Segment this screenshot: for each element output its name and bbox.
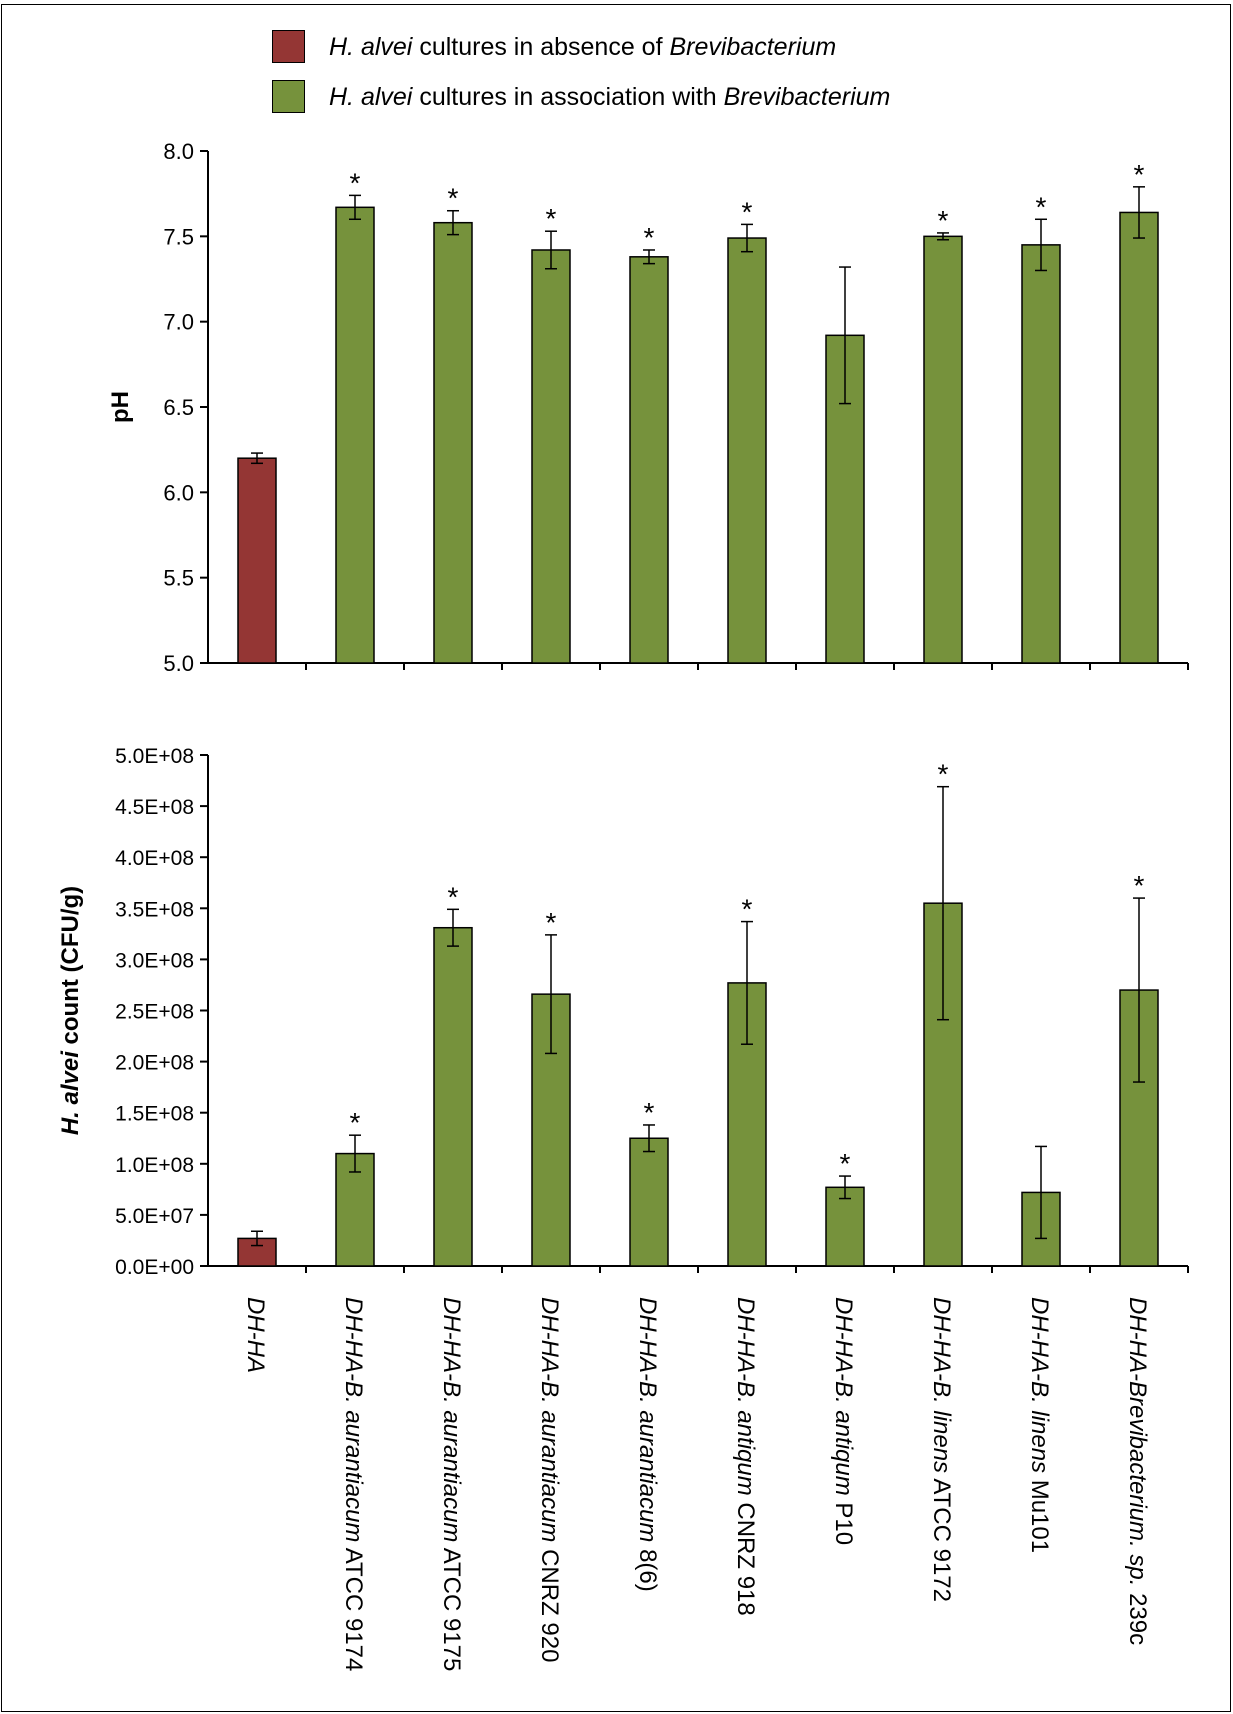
y-tick-label: 3.0E+08 <box>115 949 194 972</box>
significance-marker: * <box>546 203 557 234</box>
category-label-italic: DH-HA-B. aurantiacum <box>634 1297 661 1542</box>
category-label-strain: CNRZ 918 <box>732 1496 759 1616</box>
y-tick-label: 5.0E+07 <box>115 1205 194 1228</box>
category-label-italic: DH-HA-B. linens <box>928 1297 955 1473</box>
significance-marker: * <box>1036 191 1047 222</box>
y-tick-label: 0.0E+00 <box>115 1256 194 1279</box>
category-label-italic: DH-HA-B. antiqum <box>732 1297 759 1496</box>
y-tick-label: 7.5 <box>163 224 194 249</box>
category-label-italic: DH-HA-Brevibacterium. sp. <box>1124 1297 1151 1586</box>
significance-marker: * <box>644 222 655 253</box>
category-label: DH-HA-B. aurantiacum ATCC 9174 <box>340 1297 367 1671</box>
category-label-italic: DH-HA <box>242 1297 269 1373</box>
significance-marker: * <box>1134 870 1145 901</box>
y-tick-label: 4.5E+08 <box>115 796 194 819</box>
bar <box>1119 211 1159 664</box>
y-tick-label: 1.5E+08 <box>115 1103 194 1126</box>
significance-marker: * <box>1134 159 1145 190</box>
y-tick-label: 8.0 <box>163 139 194 164</box>
category-label-italic: DH-HA-B. linens <box>1026 1297 1053 1473</box>
bar <box>433 221 473 664</box>
bar <box>335 206 375 664</box>
significance-marker: * <box>448 881 459 912</box>
y-tick-label: 4.0E+08 <box>115 847 194 870</box>
category-label: DH-HA-B. linens Mu101 <box>1026 1297 1053 1553</box>
bar <box>629 1137 669 1267</box>
category-label-strain: CNRZ 920 <box>536 1542 563 1662</box>
category-label-strain: Mu101 <box>1026 1473 1053 1553</box>
y-axis-label-italic: H. alvei <box>57 1050 84 1135</box>
significance-marker: * <box>448 183 459 214</box>
y-axis-label-rest: count (CFU/g) <box>57 886 84 1051</box>
y-tick-label: 7.0 <box>163 310 194 335</box>
significance-marker: * <box>742 894 753 925</box>
category-label-strain: P10 <box>830 1496 857 1545</box>
y-tick-label: 1.0E+08 <box>115 1154 194 1177</box>
y-tick-label: 6.0 <box>163 480 194 505</box>
y-tick-label: 3.5E+08 <box>115 898 194 921</box>
category-label: DH-HA-B. linens ATCC 9172 <box>928 1297 955 1602</box>
y-tick-label: 2.5E+08 <box>115 1001 194 1024</box>
bar <box>727 237 767 664</box>
category-label: DH-HA-B. aurantiacum 8(6) <box>634 1297 661 1592</box>
category-label: DH-HA <box>242 1297 269 1373</box>
category-label-strain: ATCC 9174 <box>340 1542 367 1671</box>
category-label: DH-HA-Brevibacterium. sp. 239c <box>1124 1297 1151 1645</box>
category-label-italic: DH-HA-B. aurantiacum <box>340 1297 367 1542</box>
category-label-italic: DH-HA-B. aurantiacum <box>536 1297 563 1542</box>
category-labels: DH-HA DH-HA-B. aurantiacum ATCC 9174DH-HA… <box>242 1297 1151 1671</box>
y-tick-label: 5.0 <box>163 651 194 676</box>
bar <box>237 457 277 664</box>
bar <box>433 926 473 1267</box>
significance-marker: * <box>546 907 557 938</box>
bar <box>531 249 571 664</box>
count-chart: 0.0E+00 5.0E+07 1.0E+08 1.5E+08 2.0E+08 2.5E+… <box>57 745 1189 1279</box>
significance-marker: * <box>350 167 361 198</box>
category-label-strain: ATCC 9175 <box>438 1542 465 1671</box>
category-label-italic: DH-HA-B. aurantiacum <box>438 1297 465 1542</box>
significance-marker: * <box>742 196 753 227</box>
category-label: DH-HA-B. antiqum P10 <box>830 1297 857 1545</box>
category-label: DH-HA-B. antiqum CNRZ 918 <box>732 1297 759 1616</box>
legend-swatch-association <box>272 80 305 113</box>
y-axis-label: H. alvei count (CFU/g) <box>57 886 84 1135</box>
category-label-italic: DH-HA-B. antiqum <box>830 1297 857 1496</box>
bar <box>1021 244 1061 664</box>
y-tick-label: 2.0E+08 <box>115 1052 194 1075</box>
legend-label-association: H. alvei cultures in association with Br… <box>329 83 891 111</box>
y-tick-label: 6.5 <box>163 395 194 420</box>
legend-swatch-absence <box>272 30 305 63</box>
bar <box>629 256 669 664</box>
y-tick-label: 5.5 <box>163 566 194 591</box>
ph-chart: 5.0 5.5 6.0 6.5 7.0 7.5 8.0 pH * * * * * * * * <box>107 139 1189 676</box>
legend-label-absence: H. alvei cultures in absence of Brevibac… <box>329 33 837 61</box>
significance-marker: * <box>938 205 949 236</box>
category-label: DH-HA-B. aurantiacum ATCC 9175 <box>438 1297 465 1671</box>
category-label-strain: 239c <box>1124 1586 1151 1645</box>
significance-marker: * <box>350 1107 361 1138</box>
bar <box>923 235 963 664</box>
y-axis-label: pH <box>107 391 134 423</box>
figure-frame <box>1 4 1231 1712</box>
y-tick-label: 5.0E+08 <box>115 745 194 768</box>
significance-marker: * <box>644 1097 655 1128</box>
category-label-strain: 8(6) <box>634 1542 661 1591</box>
category-label: DH-HA-B. aurantiacum CNRZ 920 <box>536 1297 563 1662</box>
significance-marker: * <box>938 759 949 790</box>
significance-marker: * <box>840 1148 851 1179</box>
category-label-strain: ATCC 9172 <box>928 1473 955 1602</box>
